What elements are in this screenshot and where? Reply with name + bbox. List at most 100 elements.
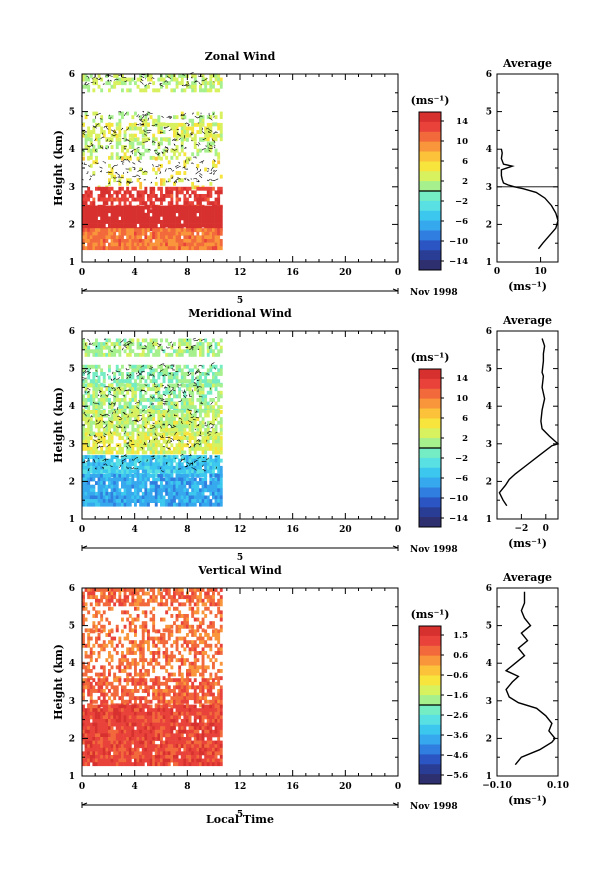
heatmap-cell-5 — [89, 455, 93, 459]
heatmap-cell-6 — [149, 223, 153, 228]
heatmap-cell-7 — [165, 239, 169, 243]
heatmap-cell-6 — [110, 488, 114, 493]
heatmap-cell-6 — [126, 499, 130, 503]
contour-segment — [132, 419, 138, 422]
heatmap-cell-6 — [152, 484, 156, 489]
heatmap-cell-0 — [183, 74, 187, 78]
heatmap-cell-1 — [206, 115, 210, 120]
contour-segment — [198, 364, 203, 367]
heatmap-cell-6 — [152, 209, 156, 214]
heatmap-cell-4 — [108, 436, 111, 440]
heatmap-cell-6 — [100, 488, 104, 493]
heatmap-cell-2 — [214, 629, 218, 634]
heatmap-cell-5 — [121, 197, 124, 202]
colorbar-swatch — [419, 517, 441, 528]
heatmap-cell-5 — [139, 455, 143, 459]
heatmap-cell-2 — [157, 122, 161, 127]
average-x-tick-label: 0 — [543, 524, 549, 534]
heatmap-cell-4 — [128, 450, 132, 455]
heatmap-cell-6 — [123, 220, 127, 224]
heatmap-cell-0 — [92, 342, 96, 346]
heatmap-cell-5 — [183, 194, 187, 198]
heatmap-cell-2 — [217, 633, 221, 637]
heatmap-cell-7 — [162, 231, 166, 236]
heatmap-cell-0 — [95, 349, 98, 354]
heatmap-cell-6 — [113, 502, 117, 507]
heatmap-cell-3 — [154, 424, 158, 429]
heatmap-cell-3 — [89, 420, 93, 425]
heatmap-cell-2 — [152, 643, 156, 648]
heatmap-cell-6 — [217, 223, 221, 228]
contour-segment — [126, 442, 130, 445]
heatmap-cell-0 — [149, 595, 153, 600]
contour-segment — [188, 410, 193, 412]
contour-segment — [124, 389, 130, 392]
heatmap-cell-3 — [126, 155, 130, 160]
heatmap-cell-1 — [95, 610, 98, 615]
contour-segment — [215, 466, 217, 469]
heatmap-cell-0 — [108, 338, 111, 343]
heatmap-cell-7 — [162, 228, 166, 233]
average-x-tick-label: −2 — [514, 524, 528, 534]
heatmap-cell-2 — [113, 647, 117, 652]
heatmap-cell-4 — [123, 439, 127, 444]
heatmap-cell-6 — [188, 484, 192, 489]
heatmap-cell-4 — [209, 436, 213, 440]
heatmap-cell-6 — [167, 495, 171, 500]
heatmap-cell-6 — [113, 499, 117, 503]
heatmap-cell-6 — [108, 209, 111, 214]
heatmap-cell-6 — [175, 495, 179, 500]
heatmap-cell-3 — [178, 420, 182, 425]
zero-contour-4 — [81, 155, 219, 185]
heatmap-cell-6 — [144, 473, 148, 478]
heatmap-cell-2 — [87, 394, 91, 399]
heatmap-cell-3 — [160, 410, 163, 414]
heatmap-cell-4 — [123, 443, 127, 448]
heatmap-cell-2 — [188, 629, 192, 634]
heatmap-cell-5 — [162, 197, 166, 202]
contour-segment — [207, 431, 212, 434]
heatmap-cell-0 — [87, 77, 91, 82]
heatmap-cell-2 — [84, 405, 88, 410]
contour-segment — [136, 406, 140, 410]
heatmap-cell-0 — [102, 588, 106, 592]
heatmap-cell-2 — [209, 383, 213, 388]
heatmap-cell-7 — [201, 242, 205, 247]
heatmap-cell-6 — [110, 495, 114, 500]
heatmap-cell-3 — [108, 137, 111, 142]
heatmap-cell-2 — [134, 126, 137, 131]
heatmap-cell-6 — [199, 495, 202, 500]
heatmap-cell-4 — [89, 450, 93, 455]
heatmap-cell-5 — [89, 190, 93, 195]
heatmap-cell-5 — [110, 197, 114, 202]
heatmap-cell-6 — [100, 216, 104, 221]
heatmap-cell-3 — [212, 413, 215, 418]
contour-segment — [109, 465, 113, 467]
heatmap-cell-5 — [87, 462, 91, 467]
heatmap-cell-3 — [193, 413, 197, 418]
heatmap-cell-2 — [162, 137, 166, 142]
heatmap-cell-7 — [199, 239, 202, 243]
heatmap-cell-3 — [165, 137, 169, 142]
heatmap-cell-6 — [149, 216, 153, 221]
heatmap-cell-2 — [121, 661, 124, 666]
contour-segment — [188, 445, 192, 449]
heatmap-cell-4 — [118, 436, 122, 440]
heatmap-cell-6 — [128, 488, 132, 493]
heatmap-cell-2 — [170, 405, 174, 410]
heatmap-cell-0 — [191, 352, 195, 357]
heatmap-cell-5 — [157, 186, 161, 191]
heatmap-cell-7 — [170, 231, 174, 236]
heatmap-cell-4 — [149, 450, 153, 455]
contour-segment — [197, 456, 201, 459]
heatmap-cell-6 — [183, 499, 187, 503]
heatmap-cell-0 — [131, 602, 135, 607]
heatmap-cell-4 — [126, 181, 130, 186]
heatmap-cell-6 — [201, 499, 205, 503]
heatmap-cell-0 — [100, 77, 104, 82]
heatmap-cell-2 — [87, 636, 91, 641]
heatmap-cell-2 — [92, 398, 96, 402]
heatmap-cell-3 — [186, 424, 189, 429]
contour-segment — [195, 417, 200, 419]
heatmap-cell-6 — [92, 502, 96, 507]
